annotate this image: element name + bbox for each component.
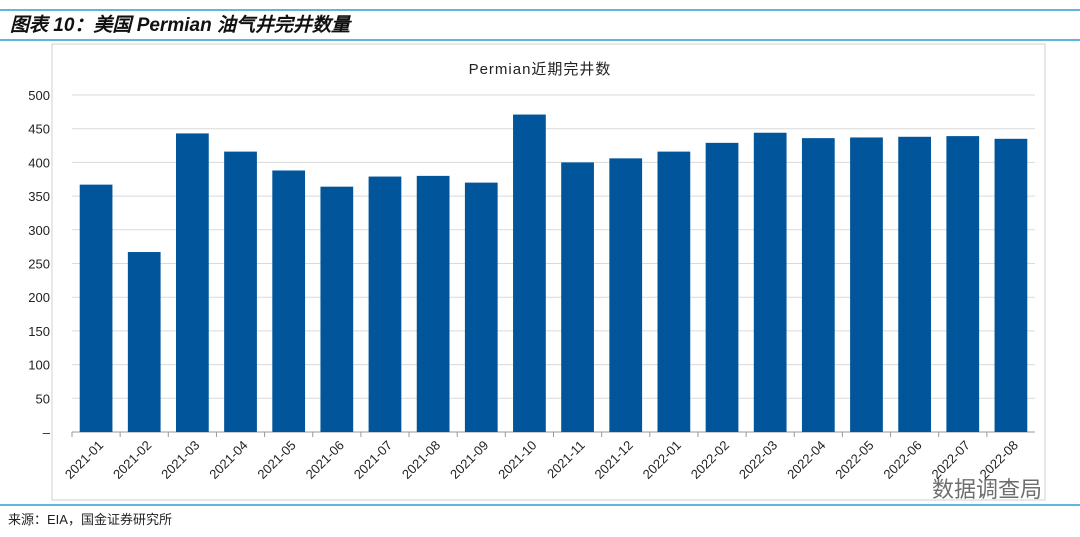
bar bbox=[705, 142, 739, 432]
x-tick-label: 2021-04 bbox=[206, 438, 250, 482]
x-tick-label: 2021-06 bbox=[303, 438, 347, 482]
y-tick-label: 300 bbox=[28, 223, 50, 238]
y-tick-label: 350 bbox=[28, 189, 50, 204]
bar bbox=[657, 151, 691, 432]
x-tick-label: 2021-07 bbox=[351, 438, 395, 482]
y-tick-label: 250 bbox=[28, 257, 50, 272]
source-note: 来源：EIA，国金证券研究所 bbox=[8, 512, 172, 527]
y-tick-label: – bbox=[43, 425, 51, 440]
bar bbox=[946, 136, 980, 432]
x-tick-label: 2022-05 bbox=[832, 438, 876, 482]
x-tick-label: 2022-03 bbox=[736, 438, 780, 482]
bar bbox=[801, 138, 835, 433]
x-tick-label: 2021-03 bbox=[158, 438, 202, 482]
y-tick-label: 400 bbox=[28, 155, 50, 170]
chart-title: Permian近期完井数 bbox=[469, 61, 612, 78]
bar bbox=[994, 138, 1028, 432]
bar bbox=[127, 252, 161, 432]
bar bbox=[850, 137, 883, 432]
bar bbox=[464, 182, 498, 432]
bar bbox=[79, 184, 113, 432]
page-title: 图表 10：美国 Permian 油气井完井数量 bbox=[10, 14, 352, 36]
x-tick-label: 2022-07 bbox=[929, 438, 973, 482]
x-tick-label: 2021-10 bbox=[495, 438, 539, 482]
bar bbox=[272, 170, 306, 432]
bar bbox=[368, 176, 402, 432]
y-tick-label: 200 bbox=[28, 290, 50, 305]
y-tick-label: 50 bbox=[36, 391, 50, 406]
x-tick-label: 2021-08 bbox=[399, 438, 443, 482]
x-tick-label: 2022-06 bbox=[880, 438, 924, 482]
x-tick-label: 2021-01 bbox=[62, 438, 106, 482]
bar bbox=[224, 151, 257, 432]
y-tick-label: 100 bbox=[28, 358, 50, 373]
bar bbox=[416, 175, 450, 432]
bar bbox=[320, 186, 354, 432]
chart-frame bbox=[51, 43, 1046, 501]
bar bbox=[898, 136, 931, 432]
y-tick-label: 450 bbox=[28, 122, 50, 137]
bar bbox=[176, 133, 209, 432]
x-tick-label: 2021-09 bbox=[447, 438, 491, 482]
bar bbox=[561, 162, 594, 432]
x-tick-label: 2021-11 bbox=[544, 438, 588, 482]
x-tick-label: 2021-02 bbox=[110, 438, 154, 482]
x-tick-label: 2022-02 bbox=[688, 438, 732, 482]
y-tick-label: 500 bbox=[28, 88, 50, 103]
x-tick-label: 2022-01 bbox=[640, 438, 684, 482]
x-tick-label: 2021-05 bbox=[254, 438, 298, 482]
watermark: 数据调查局 bbox=[932, 477, 1042, 502]
x-tick-label: 2022-08 bbox=[977, 438, 1021, 482]
x-tick-label: 2022-04 bbox=[784, 438, 828, 482]
y-tick-label: 150 bbox=[28, 324, 50, 339]
bar bbox=[609, 158, 643, 432]
bar bbox=[753, 132, 787, 432]
bar bbox=[513, 114, 546, 433]
x-tick-label: 2021-12 bbox=[591, 438, 635, 482]
